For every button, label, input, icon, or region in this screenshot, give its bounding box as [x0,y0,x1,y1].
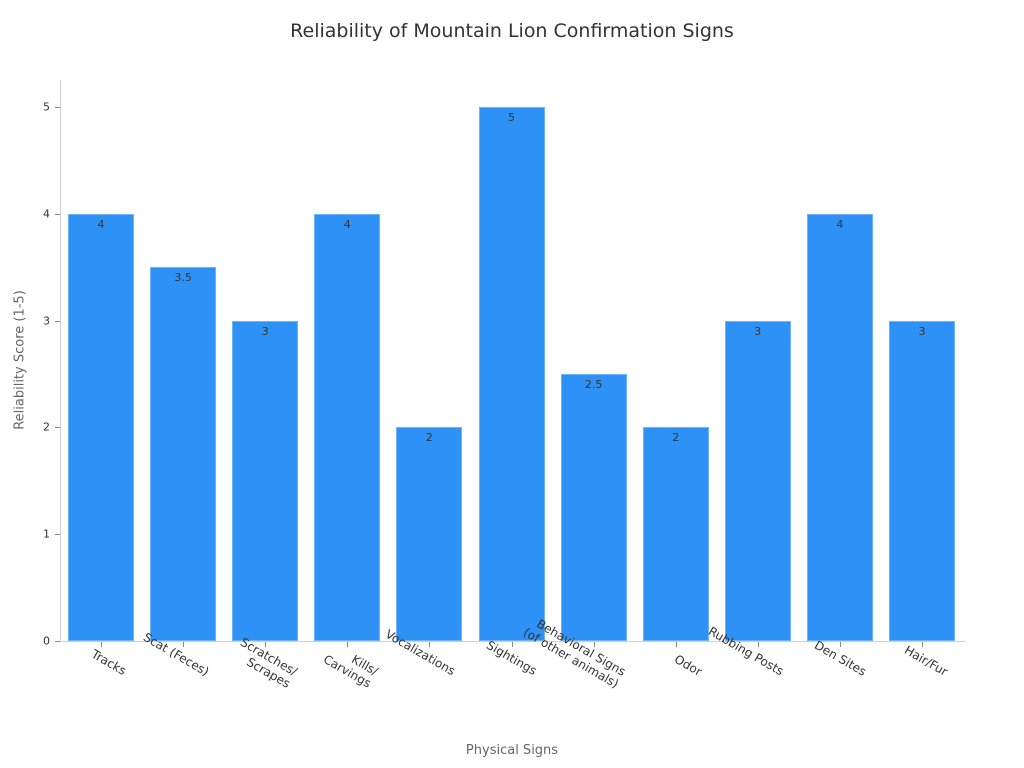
bar: 4 [68,213,134,641]
x-axis-line [60,641,965,642]
y-tick-label: 5 [43,100,50,114]
bar: 5 [478,107,545,641]
x-tick-mark [839,642,841,647]
bar-value-label: 5 [508,111,515,124]
bar: 2 [642,427,709,641]
y-tick-label: 2 [43,420,50,434]
y-tick-label: 1 [43,527,50,541]
y-tick-label: 3 [43,314,50,328]
y-tick-mark [55,534,60,536]
x-tick-mark [511,642,513,647]
x-tick-mark [183,642,185,647]
bar: 4 [806,213,873,641]
bar-value-label: 3 [754,324,762,338]
y-tick-mark [55,641,60,642]
y-tick-mark [55,213,60,215]
x-tick-mark [265,642,267,647]
x-tick-label: Hair/Fur [902,642,951,679]
bar: 3 [889,320,955,641]
x-tick-mark [101,642,102,647]
x-tick-mark [429,642,431,647]
y-tick-label: 4 [43,207,50,221]
bar: 3.5 [150,267,217,641]
bar-value-label: 3.5 [174,271,192,285]
bar-value-label: 4 [97,217,105,231]
bar-value-label: 3 [261,324,269,338]
x-tick-mark [922,642,923,647]
bar-value-label: 2 [425,431,433,445]
x-axis-title: Physical Signs [465,743,559,758]
x-tick-mark [675,642,677,647]
bar-value-label: 3 [918,324,926,338]
x-tick-label: Tracks [89,647,129,678]
x-tick-label: Kills/ Carvings [321,651,381,691]
bar: 2.5 [560,374,627,641]
bar-value-label: 2 [672,431,680,445]
bar: 3 [232,320,299,641]
bar: 3 [724,320,791,641]
bar-value-label: 4 [836,217,844,231]
y-tick-mark [55,107,60,108]
x-tick-mark [347,642,349,647]
x-tick-mark [593,642,595,647]
x-tick-label: Odor [671,651,704,679]
bar: 2 [396,427,463,641]
y-tick-mark [55,320,60,322]
x-tick-mark [757,642,759,647]
y-axis-title: Reliability Score (1-5) [12,290,28,430]
bar-value-label: 4 [343,217,351,231]
y-axis-line [60,80,61,642]
y-tick-mark [55,427,60,429]
bar: 4 [314,213,381,641]
chart-title: Reliability of Mountain Lion Confirmatio… [290,20,734,42]
bar-value-label: 2.5 [584,378,603,391]
y-tick-label: 0 [43,634,50,648]
